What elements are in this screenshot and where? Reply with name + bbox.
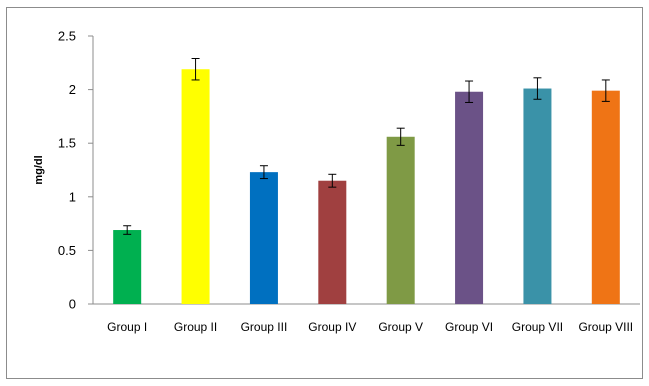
error-bar: [328, 173, 337, 188]
y-tick-label: 1.5: [58, 136, 76, 151]
x-labels: Group I Group II Group III Group IV Group V G…: [107, 320, 633, 334]
category-label: Group VII: [512, 320, 563, 334]
error-bar: [465, 80, 474, 103]
bar: [386, 136, 415, 304]
bar: [318, 180, 347, 304]
category-label: Group IV: [308, 320, 356, 334]
y-tick-label: 2.5: [58, 29, 76, 44]
error-bar: [123, 225, 132, 235]
error-bar: [191, 58, 200, 81]
error-bar: [259, 165, 268, 180]
bars: [113, 69, 620, 305]
y-ticks: 0 0.5 1 1.5 2 2.5: [58, 29, 93, 312]
y-axis-title: mg/dl: [33, 155, 45, 184]
bar: [523, 88, 552, 304]
error-bar: [533, 77, 542, 100]
y-tick-label: 2: [69, 82, 76, 97]
y-tick-label: 0: [69, 297, 76, 312]
error-bars: [123, 58, 610, 235]
bar: [591, 90, 620, 304]
category-label: Group I: [107, 320, 147, 334]
bar: [181, 69, 210, 305]
category-label: Group VI: [445, 320, 493, 334]
bar: [249, 172, 278, 304]
category-label: Group VIII: [578, 320, 633, 334]
category-label: Group II: [174, 320, 217, 334]
bar: [455, 91, 484, 304]
y-tick-label: 1: [69, 189, 76, 204]
bar: [113, 230, 142, 304]
error-bar: [396, 127, 405, 146]
category-label: Group V: [378, 320, 423, 334]
category-label: Group III: [241, 320, 288, 334]
error-bar: [601, 79, 610, 102]
y-tick-label: 0.5: [58, 243, 76, 258]
